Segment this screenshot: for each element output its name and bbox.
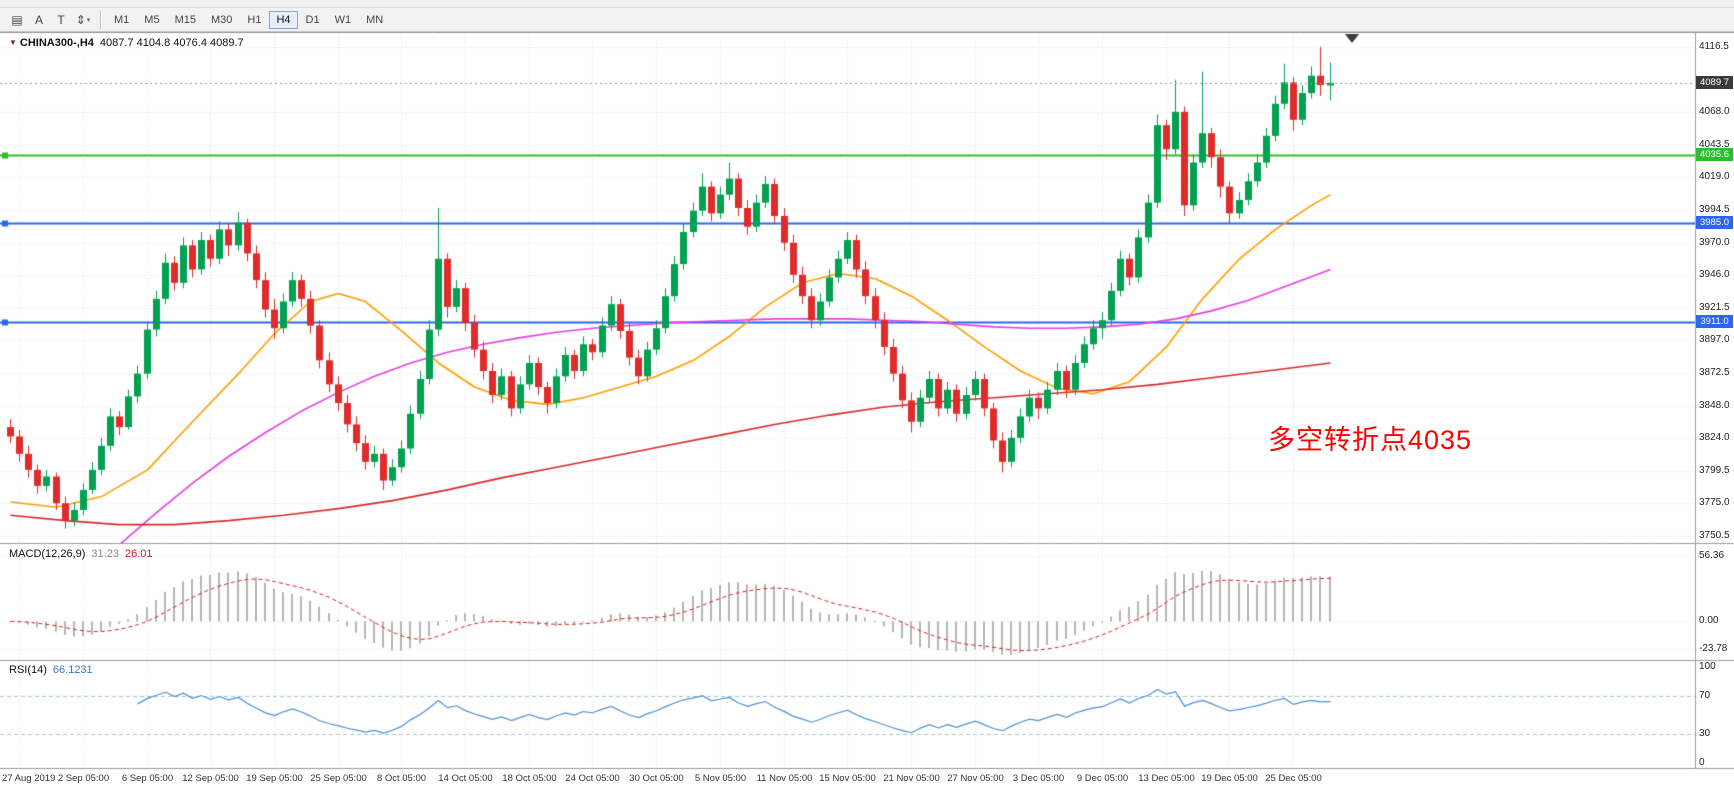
time-axis-label: 12 Sep 05:00 — [182, 773, 239, 784]
time-axis-label: 9 Dec 05:00 — [1076, 773, 1129, 784]
price-tick-label: 3750.5 — [1699, 530, 1730, 541]
price-level-badge: 3911.0 — [1696, 314, 1733, 328]
time-axis-label: 11 Nov 05:00 — [756, 773, 813, 784]
chart-marker-icon: ▼ — [9, 38, 17, 47]
time-axis-label: 24 Oct 05:00 — [565, 773, 620, 784]
cycle-arrows-tool-button[interactable]: ⇕ ▾ — [72, 10, 94, 30]
price-tick-label: 3824.0 — [1699, 431, 1730, 443]
macd-axis-label: 56.36 — [1699, 550, 1725, 561]
price-tick-label: 3946.0 — [1699, 268, 1730, 280]
time-axis-label: 3 Dec 05:00 — [1012, 773, 1065, 784]
price-tick-label: 3897.0 — [1699, 334, 1730, 346]
time-axis-label: 18 Oct 05:00 — [502, 773, 557, 784]
time-axis-label: 6 Sep 05:00 — [121, 773, 174, 784]
macd-main-value: 31.23 — [91, 548, 119, 560]
price-tick-label: 3848.0 — [1699, 399, 1730, 411]
time-axis-label: 21 Nov 05:00 — [883, 773, 940, 784]
macd-label: MACD(12,26,9) 31.23 26.01 — [9, 548, 152, 560]
time-axis-label: 14 Oct 05:00 — [438, 773, 493, 784]
timeframe-button-mn[interactable]: MN — [359, 11, 390, 29]
dropdown-caret-icon: ▾ — [86, 16, 91, 24]
timeframe-button-m1[interactable]: M1 — [107, 11, 136, 29]
time-axis-label: 25 Sep 05:00 — [310, 773, 367, 784]
rsi-value: 66.1231 — [52, 664, 93, 676]
letter-a-icon: A — [34, 12, 43, 27]
up-down-arrows-icon: ⇕ — [75, 12, 86, 27]
price-tick-label: 3775.0 — [1699, 497, 1730, 509]
rsi-axis-label: 30 — [1699, 728, 1711, 740]
time-axis-label: 25 Dec 05:00 — [1265, 773, 1322, 784]
price-tick-label: 3921.5 — [1699, 301, 1730, 313]
toolbar: ▤ A T ⇕ ▾ M1 M5 M15 M30 H1 H4 D1 W1 MN — [0, 8, 1734, 32]
toolbar-separator — [100, 10, 101, 29]
price-tick-label: 3799.5 — [1699, 464, 1730, 476]
price-level-badge: 3985.0 — [1696, 215, 1733, 229]
menu-bar-remnant — [0, 0, 1734, 8]
price-chart-canvas[interactable] — [0, 32, 1734, 796]
timeframe-button-w1[interactable]: W1 — [328, 11, 359, 29]
time-axis-label: 27 Aug 2019 — [2, 773, 56, 784]
timeframe-button-h1[interactable]: H1 — [240, 11, 268, 29]
letter-t-icon: T — [57, 12, 65, 27]
time-axis-label: 2 Sep 05:00 — [57, 773, 110, 784]
price-tick-label: 4068.0 — [1699, 105, 1730, 117]
time-axis-label: 27 Nov 05:00 — [947, 773, 1004, 784]
time-axis-label: 30 Oct 05:00 — [629, 773, 684, 784]
timeframe-button-m5[interactable]: M5 — [137, 11, 166, 29]
rsi-axis-label: 0 — [1699, 757, 1705, 768]
time-axis-label: 5 Nov 05:00 — [694, 773, 747, 784]
rsi-name: RSI(14) — [9, 664, 47, 676]
chart-annotation-text[interactable]: 多空转折点4035 — [1268, 425, 1473, 455]
time-axis-label: 15 Nov 05:00 — [819, 773, 876, 784]
timeframe-button-m15[interactable]: M15 — [168, 11, 203, 29]
rsi-axis-label: 100 — [1699, 661, 1716, 672]
charts-grid-tool-button[interactable]: ▤ — [6, 10, 28, 30]
timeframe-button-h4[interactable]: H4 — [269, 10, 298, 29]
arrow-object-tool-button[interactable]: A — [28, 10, 50, 30]
timeframe-button-d1[interactable]: D1 — [299, 11, 327, 29]
current-price-badge: 4089.7 — [1696, 75, 1733, 89]
price-tick-label: 4019.0 — [1699, 171, 1730, 183]
timeframe-button-m30[interactable]: M30 — [204, 11, 239, 29]
price-tick-label: 4116.5 — [1699, 41, 1729, 52]
macd-axis-label: 0.00 — [1699, 615, 1719, 627]
macd-axis-label: -23.78 — [1699, 643, 1728, 654]
price-level-badge: 4035.6 — [1696, 148, 1733, 162]
macd-signal-value: 26.01 — [124, 548, 153, 560]
macd-name: MACD(12,26,9) — [9, 548, 86, 560]
grid-icon: ▤ — [11, 12, 23, 27]
time-axis-label: 19 Dec 05:00 — [1201, 773, 1258, 784]
time-axis-label: 13 Dec 05:00 — [1138, 773, 1195, 784]
chart-window: ▼ CHINA300-,H4 4087.7 4104.8 4076.4 4089.7… — [0, 32, 1734, 796]
price-tick-label: 3994.5 — [1699, 204, 1730, 215]
time-axis-label: 8 Oct 05:00 — [376, 773, 427, 784]
time-axis-label: 19 Sep 05:00 — [246, 773, 303, 784]
price-tick-label: 3970.0 — [1699, 236, 1730, 248]
chart-title: ▼ CHINA300-,H4 4087.7 4104.8 4076.4 4089.7 — [9, 37, 244, 49]
chart-ohlc-values: 4087.7 4104.8 4076.4 4089.7 — [99, 37, 244, 49]
chart-symbol-label: CHINA300-,H4 — [19, 37, 94, 49]
price-axis[interactable]: 4116.5 4068.0 4043.5 4019.0 3994.5 3970.0 3946… — [1696, 32, 1734, 796]
rsi-label: RSI(14) 66.1231 — [9, 664, 93, 676]
rsi-axis-label: 70 — [1699, 689, 1711, 701]
text-label-tool-button[interactable]: T — [50, 10, 72, 30]
price-tick-label: 4043.5 — [1699, 138, 1730, 150]
time-axis[interactable]: 27 Aug 2019 2 Sep 05:00 6 Sep 05:00 12 Sep … — [0, 768, 1734, 796]
price-tick-label: 3872.5 — [1699, 367, 1730, 378]
